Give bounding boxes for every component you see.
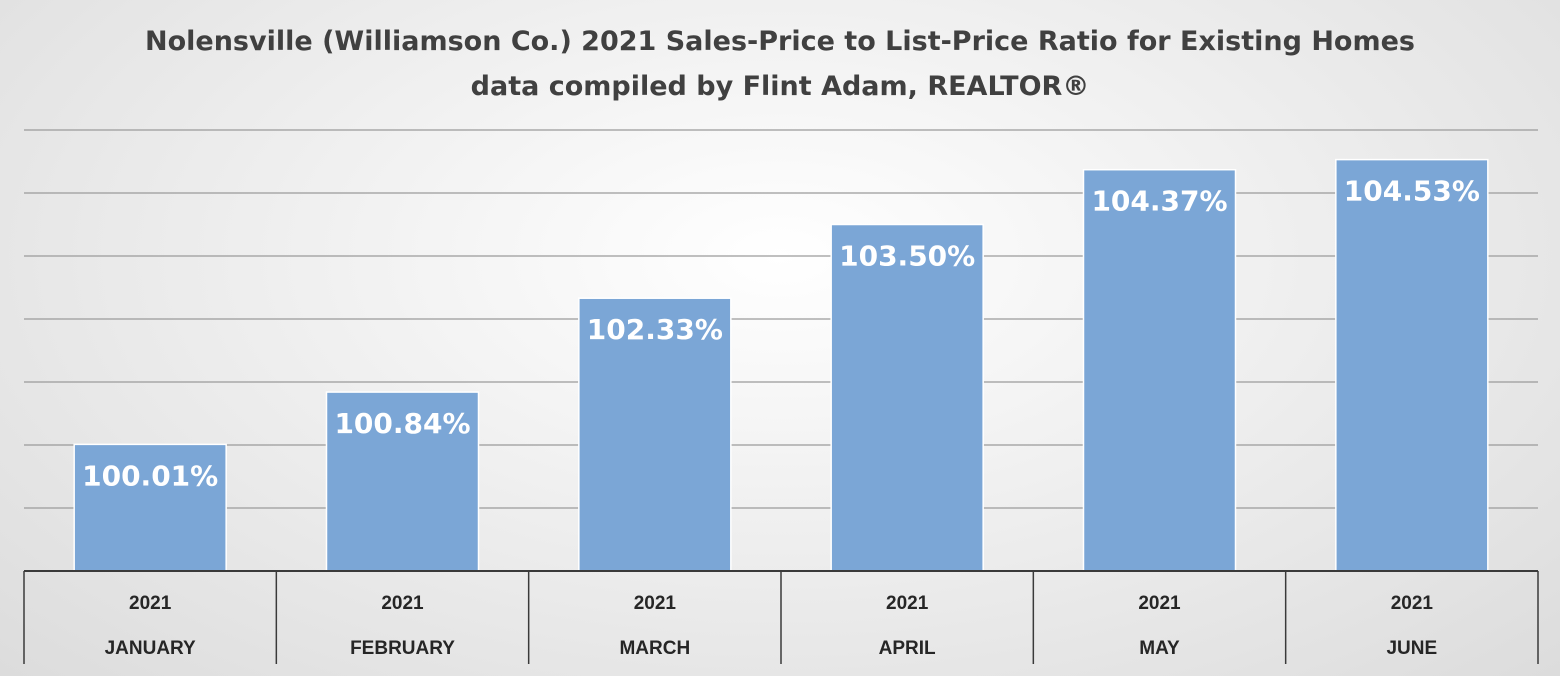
tick-label-month: JUNE [1386,638,1437,659]
tick-label-year: 2021 [1391,593,1434,614]
data-label: 100.84% [334,407,470,440]
tick-label-year: 2021 [886,593,929,614]
bar-june [1335,158,1489,572]
category-axis: 2021 JANUARY 2021 FEBRUARY 2021 MARCH 2021 APRI… [23,570,1539,664]
bar-february [325,391,480,572]
gridlines [24,129,1538,509]
tick-label-year: 2021 [1138,593,1181,614]
chart-subtitle: data compiled by Flint Adam, REALTOR® [471,71,1090,102]
tick-label-month: MAY [1139,638,1180,659]
data-label: 102.33% [587,313,723,346]
data-label: 104.37% [1091,185,1227,218]
tick-label-year: 2021 [129,593,172,614]
data-label: 103.50% [839,240,975,273]
tick-label-month: APRIL [879,638,936,659]
tick-label-year: 2021 [381,593,424,614]
bar-march [578,297,732,572]
data-labels: 100.01% 100.84% 102.33% 103.50% 104.37% 104.5… [82,175,1480,493]
data-label: 100.01% [82,459,218,492]
bar-april [830,223,984,572]
chart-title: Nolensville (Williamson Co.) 2021 Sales-… [145,26,1415,57]
tick-label-year: 2021 [634,593,677,614]
bar-may [1082,168,1237,572]
tick-label-month: JANUARY [105,638,196,659]
data-label: 104.53% [1344,175,1480,208]
tick-label-month: FEBRUARY [350,638,455,659]
tick-label-month: MARCH [619,638,690,659]
bars [73,158,1489,572]
